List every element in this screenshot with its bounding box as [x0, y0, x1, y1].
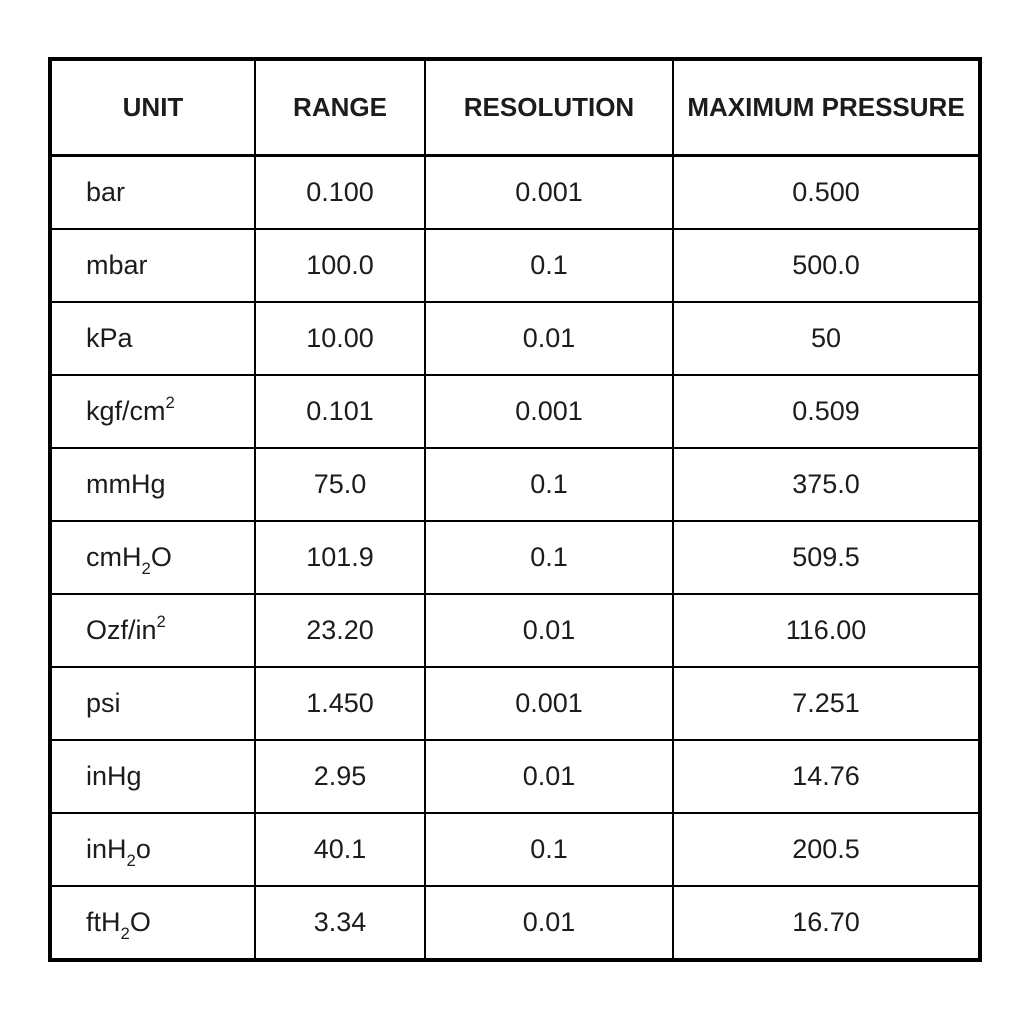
range-cell: 75.0 [254, 447, 426, 522]
resolution-cell: 0.001 [424, 154, 674, 230]
resolution-cell: 0.01 [424, 885, 674, 961]
range-cell: 0.101 [254, 374, 426, 449]
resolution-cell: 0.01 [424, 301, 674, 376]
resolution-cell: 0.01 [424, 739, 674, 814]
range-cell: 40.1 [254, 812, 426, 887]
max-pressure-cell: 7.251 [672, 666, 981, 741]
header-row: UNIT RANGE RESOLUTION MAXIMUM PRESSURE [49, 58, 981, 157]
table-row: inH2o 40.1 0.1 200.5 [49, 812, 981, 887]
resolution-cell: 0.001 [424, 666, 674, 741]
range-cell: 101.9 [254, 520, 426, 595]
column-header-resolution: RESOLUTION [424, 58, 674, 157]
table-row: cmH2O 101.9 0.1 509.5 [49, 520, 981, 595]
table-row: bar 0.100 0.001 0.500 [49, 154, 981, 230]
range-cell: 10.00 [254, 301, 426, 376]
range-cell: 100.0 [254, 228, 426, 303]
unit-cell: inH2o [49, 812, 256, 887]
column-header-unit: UNIT [49, 58, 256, 157]
max-pressure-cell: 116.00 [672, 593, 981, 668]
table-body: bar 0.100 0.001 0.500 mbar 100.0 0.1 500.0 kPa 10… [49, 154, 981, 961]
unit-cell: bar [49, 154, 256, 230]
unit-cell: Ozf/in2 [49, 593, 256, 668]
unit-cell: psi [49, 666, 256, 741]
max-pressure-cell: 50 [672, 301, 981, 376]
table-header: UNIT RANGE RESOLUTION MAXIMUM PRESSURE [49, 58, 981, 157]
column-header-range: RANGE [254, 58, 426, 157]
range-cell: 2.95 [254, 739, 426, 814]
range-cell: 1.450 [254, 666, 426, 741]
resolution-cell: 0.1 [424, 812, 674, 887]
table-row: kPa 10.00 0.01 50 [49, 301, 981, 376]
unit-cell: inHg [49, 739, 256, 814]
max-pressure-cell: 16.70 [672, 885, 981, 961]
unit-cell: ftH2O [49, 885, 256, 961]
resolution-cell: 0.01 [424, 593, 674, 668]
table-row: kgf/cm2 0.101 0.001 0.509 [49, 374, 981, 449]
pressure-units-table: UNIT RANGE RESOLUTION MAXIMUM PRESSURE b… [48, 57, 982, 962]
table-row: inHg 2.95 0.01 14.76 [49, 739, 981, 814]
unit-cell: kPa [49, 301, 256, 376]
max-pressure-cell: 500.0 [672, 228, 981, 303]
range-cell: 0.100 [254, 154, 426, 230]
range-cell: 23.20 [254, 593, 426, 668]
column-header-maximum-pressure: MAXIMUM PRESSURE [672, 58, 981, 157]
resolution-cell: 0.1 [424, 520, 674, 595]
resolution-cell: 0.001 [424, 374, 674, 449]
max-pressure-cell: 0.509 [672, 374, 981, 449]
table-row: mmHg 75.0 0.1 375.0 [49, 447, 981, 522]
unit-cell: kgf/cm2 [49, 374, 256, 449]
resolution-cell: 0.1 [424, 228, 674, 303]
table-row: Ozf/in2 23.20 0.01 116.00 [49, 593, 981, 668]
max-pressure-cell: 0.500 [672, 154, 981, 230]
table-row: mbar 100.0 0.1 500.0 [49, 228, 981, 303]
resolution-cell: 0.1 [424, 447, 674, 522]
max-pressure-cell: 375.0 [672, 447, 981, 522]
unit-cell: cmH2O [49, 520, 256, 595]
unit-cell: mmHg [49, 447, 256, 522]
table-row: psi 1.450 0.001 7.251 [49, 666, 981, 741]
unit-cell: mbar [49, 228, 256, 303]
max-pressure-cell: 14.76 [672, 739, 981, 814]
table-row: ftH2O 3.34 0.01 16.70 [49, 885, 981, 961]
range-cell: 3.34 [254, 885, 426, 961]
max-pressure-cell: 200.5 [672, 812, 981, 887]
max-pressure-cell: 509.5 [672, 520, 981, 595]
